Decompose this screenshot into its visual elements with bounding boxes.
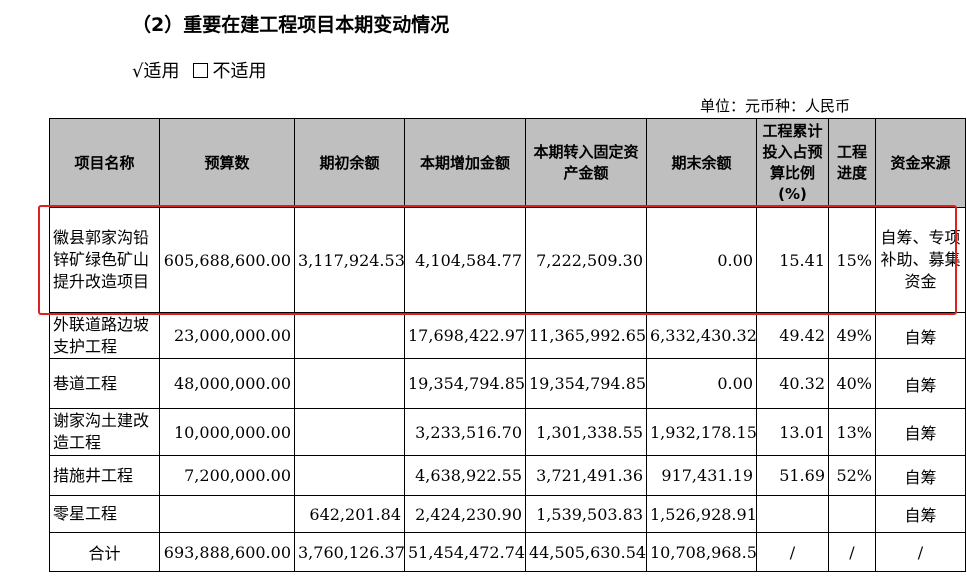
increase-cell: 17,698,422.97 xyxy=(404,312,526,359)
progress-cell: / xyxy=(828,532,876,572)
closing-cell: 6,332,430.32 xyxy=(646,312,757,359)
project-name: 零星工程 xyxy=(49,495,160,533)
table-row: 外联道路边坡支护工程 23,000,000.00 17,698,422.97 1… xyxy=(49,312,966,359)
project-name: 巷道工程 xyxy=(49,358,160,409)
budget-cell: 48,000,000.00 xyxy=(159,358,295,409)
project-name: 谢家沟土建改造工程 xyxy=(49,408,160,456)
closing-cell: 1,932,178.15 xyxy=(646,408,757,456)
header-cell: 期末余额 xyxy=(646,118,757,208)
not-applicable-label: 不适用 xyxy=(212,61,267,82)
section-title: （2）重要在建工程项目本期变动情况 xyxy=(132,14,450,36)
source-cell: 自筹 xyxy=(875,312,966,359)
closing-cell: 917,431.19 xyxy=(646,455,757,496)
progress-cell xyxy=(828,495,876,533)
increase-cell: 4,104,584.77 xyxy=(404,207,526,313)
closing-cell: 0.00 xyxy=(646,358,757,409)
progress-cell: 49% xyxy=(828,312,876,359)
header-cell: 项目名称 xyxy=(49,118,160,208)
project-name: 措施井工程 xyxy=(49,455,160,496)
project-name: 外联道路边坡支护工程 xyxy=(49,312,160,359)
unchecked-box-icon xyxy=(193,63,209,78)
header-row: 项目名称 预算数 期初余额 本期增加金额 本期转入固定资产金额 期末余额 工程累… xyxy=(49,118,966,208)
total-label: 合计 xyxy=(49,532,160,572)
ratio-cell: / xyxy=(756,532,829,572)
source-cell: / xyxy=(875,532,966,572)
budget-cell: 693,888,600.00 xyxy=(159,532,295,572)
applicability-options: √适用 不适用 xyxy=(132,57,266,83)
ratio-cell: 51.69 xyxy=(756,455,829,496)
checkmark: √ xyxy=(132,61,144,82)
progress-cell: 13% xyxy=(828,408,876,456)
transfer-cell: 11,365,992.65 xyxy=(525,312,647,359)
opening-cell xyxy=(294,312,405,359)
progress-cell: 15% xyxy=(828,207,876,313)
ratio-cell: 13.01 xyxy=(756,408,829,456)
source-cell: 自筹 xyxy=(875,358,966,409)
budget-cell: 23,000,000.00 xyxy=(159,312,295,359)
applicable-label: 适用 xyxy=(143,61,180,82)
transfer-cell: 7,222,509.30 xyxy=(525,207,647,313)
table-row: 零星工程 642,201.84 2,424,230.90 1,539,503.8… xyxy=(49,495,966,533)
header-cell: 工程进度 xyxy=(828,118,876,208)
table-row: 徽县郭家沟铅锌矿绿色矿山提升改造项目 605,688,600.00 3,117,… xyxy=(49,207,966,313)
table-row: 巷道工程 48,000,000.00 19,354,794.85 19,354,… xyxy=(49,358,966,409)
table-row: 措施井工程 7,200,000.00 4,638,922.55 3,721,49… xyxy=(49,455,966,496)
budget-cell: 10,000,000.00 xyxy=(159,408,295,456)
source-cell: 自筹 xyxy=(875,408,966,456)
increase-cell: 2,424,230.90 xyxy=(404,495,526,533)
construction-projects-table: 项目名称 预算数 期初余额 本期增加金额 本期转入固定资产金额 期末余额 工程累… xyxy=(49,118,966,572)
increase-cell: 19,354,794.85 xyxy=(404,358,526,409)
opening-cell xyxy=(294,358,405,409)
opening-cell: 3,760,126.37 xyxy=(294,532,405,572)
transfer-cell: 1,539,503.83 xyxy=(525,495,647,533)
opening-cell: 642,201.84 xyxy=(294,495,405,533)
total-row: 合计 693,888,600.00 3,760,126.37 51,454,47… xyxy=(49,532,966,572)
ratio-cell xyxy=(756,495,829,533)
increase-cell: 4,638,922.55 xyxy=(404,455,526,496)
ratio-cell: 40.32 xyxy=(756,358,829,409)
header-cell: 期初余额 xyxy=(294,118,405,208)
budget-cell xyxy=(159,495,295,533)
transfer-cell: 19,354,794.85 xyxy=(525,358,647,409)
project-name: 徽县郭家沟铅锌矿绿色矿山提升改造项目 xyxy=(49,207,160,313)
source-cell: 自筹 xyxy=(875,455,966,496)
budget-cell: 605,688,600.00 xyxy=(159,207,295,313)
progress-cell: 40% xyxy=(828,358,876,409)
increase-cell: 3,233,516.70 xyxy=(404,408,526,456)
progress-cell: 52% xyxy=(828,455,876,496)
closing-cell: 1,526,928.91 xyxy=(646,495,757,533)
header-cell: 本期增加金额 xyxy=(404,118,526,208)
ratio-cell: 15.41 xyxy=(756,207,829,313)
source-cell: 自筹、专项补助、募集资金 xyxy=(875,207,966,313)
closing-cell: 10,708,968.57 xyxy=(646,532,757,572)
increase-cell: 51,454,472.74 xyxy=(404,532,526,572)
opening-cell: 3,117,924.53 xyxy=(294,207,405,313)
transfer-cell: 1,301,338.55 xyxy=(525,408,647,456)
opening-cell xyxy=(294,408,405,456)
header-cell: 本期转入固定资产金额 xyxy=(525,118,647,208)
transfer-cell: 44,505,630.54 xyxy=(525,532,647,572)
source-cell: 自筹 xyxy=(875,495,966,533)
closing-cell: 0.00 xyxy=(646,207,757,313)
table-row: 谢家沟土建改造工程 10,000,000.00 3,233,516.70 1,3… xyxy=(49,408,966,456)
ratio-cell: 49.42 xyxy=(756,312,829,359)
transfer-cell: 3,721,491.36 xyxy=(525,455,647,496)
opening-cell xyxy=(294,455,405,496)
header-cell: 资金来源 xyxy=(875,118,966,208)
header-cell: 预算数 xyxy=(159,118,295,208)
budget-cell: 7,200,000.00 xyxy=(159,455,295,496)
header-cell: 工程累计投入占预算比例(%) xyxy=(756,118,829,208)
unit-label: 单位：元币种：人民币 xyxy=(700,97,851,115)
